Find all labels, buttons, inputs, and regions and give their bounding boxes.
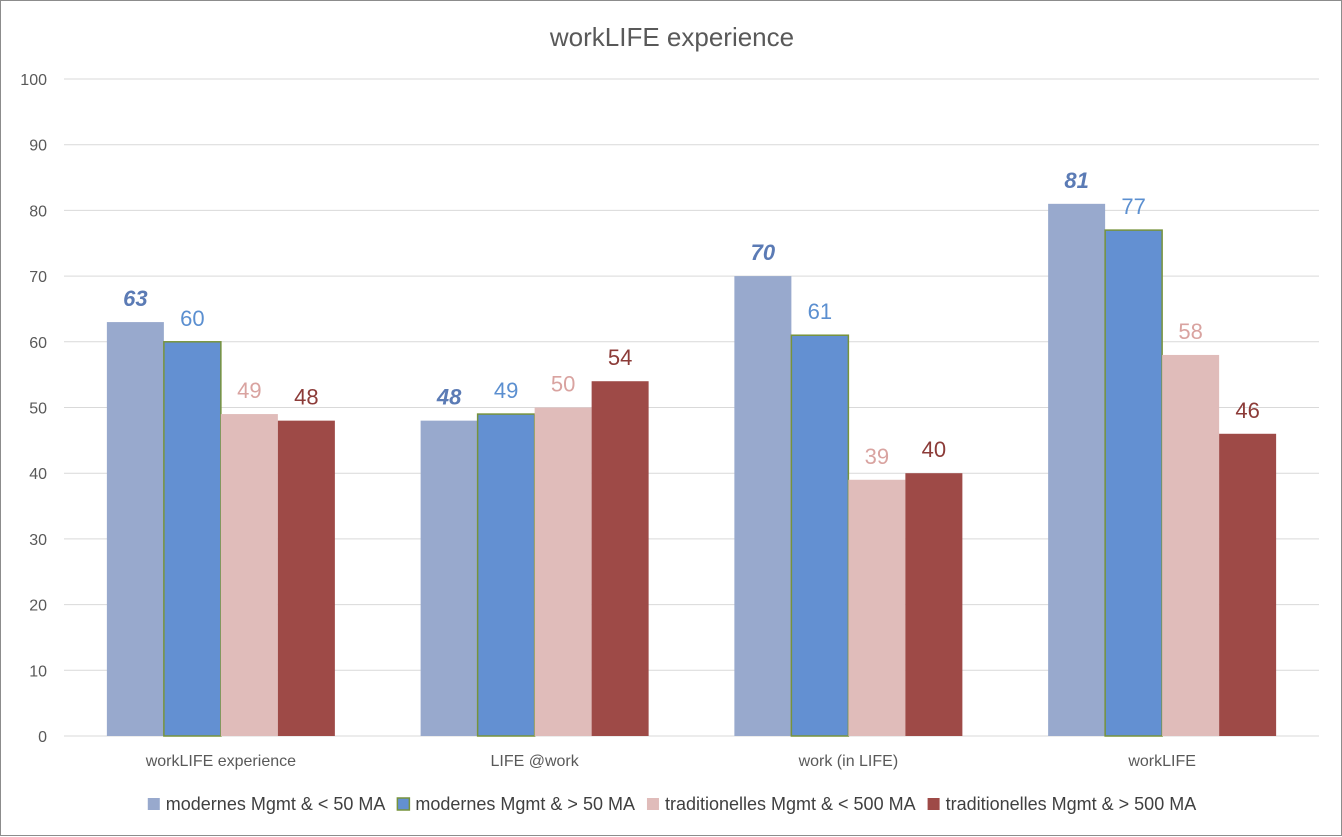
category-labels-group: workLIFE experience LIFE @work work (in LI… xyxy=(145,753,1196,770)
y-tick-label: 60 xyxy=(29,335,47,352)
bar xyxy=(534,407,592,736)
legend-swatch xyxy=(147,798,160,810)
data-label: 61 xyxy=(808,299,832,324)
data-label: 46 xyxy=(1235,398,1259,423)
legend-label: traditionelles Mgmt & > 500 MA xyxy=(946,794,1197,814)
bar xyxy=(734,276,792,736)
bar xyxy=(420,420,478,736)
bar xyxy=(790,334,850,737)
data-label: 60 xyxy=(180,306,204,331)
legend-label: modernes Mgmt & > 50 MA xyxy=(415,794,635,814)
legend-label: traditionelles Mgmt & < 500 MA xyxy=(665,794,916,814)
bar xyxy=(163,341,222,737)
data-label: 48 xyxy=(294,385,318,410)
legend-swatch xyxy=(927,798,940,810)
data-label: 54 xyxy=(608,345,632,370)
data-label: 63 xyxy=(123,286,147,311)
chart-title: workLIFE experience xyxy=(549,22,794,52)
data-labels-group: 63 60 49 48 48 49 50 54 70 61 39 40 81 77 58 46 xyxy=(123,168,1260,469)
bar xyxy=(905,473,963,736)
bar xyxy=(1162,354,1220,736)
data-label: 40 xyxy=(922,437,946,462)
x-tick-label: workLIFE xyxy=(1127,753,1196,770)
y-tick-label: 30 xyxy=(29,532,47,549)
bar xyxy=(848,479,906,736)
data-label: 58 xyxy=(1178,319,1202,344)
legend: modernes Mgmt & < 50 MA modernes Mgmt & >… xyxy=(147,794,1197,814)
data-label: 77 xyxy=(1121,194,1145,219)
x-tick-label: workLIFE experience xyxy=(145,753,296,770)
bar xyxy=(476,413,536,737)
bar xyxy=(1219,433,1277,736)
y-tick-label: 10 xyxy=(29,663,47,680)
y-tick-label: 80 xyxy=(29,203,47,220)
legend-swatch xyxy=(396,797,411,811)
data-label: 81 xyxy=(1064,168,1088,193)
bar xyxy=(277,420,335,736)
y-tick-label: 20 xyxy=(29,598,47,615)
data-label: 49 xyxy=(494,378,518,403)
bars-group xyxy=(106,203,1277,737)
bar xyxy=(106,322,164,736)
bar xyxy=(1048,203,1106,736)
y-tick-label: 70 xyxy=(29,269,47,286)
legend-label: modernes Mgmt & < 50 MA xyxy=(166,794,386,814)
data-label: 70 xyxy=(751,240,776,265)
x-tick-label: LIFE @work xyxy=(490,753,579,770)
data-label: 48 xyxy=(436,385,462,410)
y-tick-label: 90 xyxy=(29,138,47,155)
y-tick-label: 100 xyxy=(20,72,47,89)
bar xyxy=(1104,229,1163,737)
legend-swatch xyxy=(646,798,659,810)
y-tick-label: 40 xyxy=(29,466,47,483)
y-tick-label: 50 xyxy=(29,401,47,418)
data-label: 39 xyxy=(865,444,889,469)
x-tick-label: work (in LIFE) xyxy=(798,753,899,770)
y-tick-label: 0 xyxy=(38,729,47,746)
bar xyxy=(591,381,649,736)
data-label: 49 xyxy=(237,378,261,403)
bar xyxy=(220,414,278,736)
data-label: 50 xyxy=(551,372,575,397)
